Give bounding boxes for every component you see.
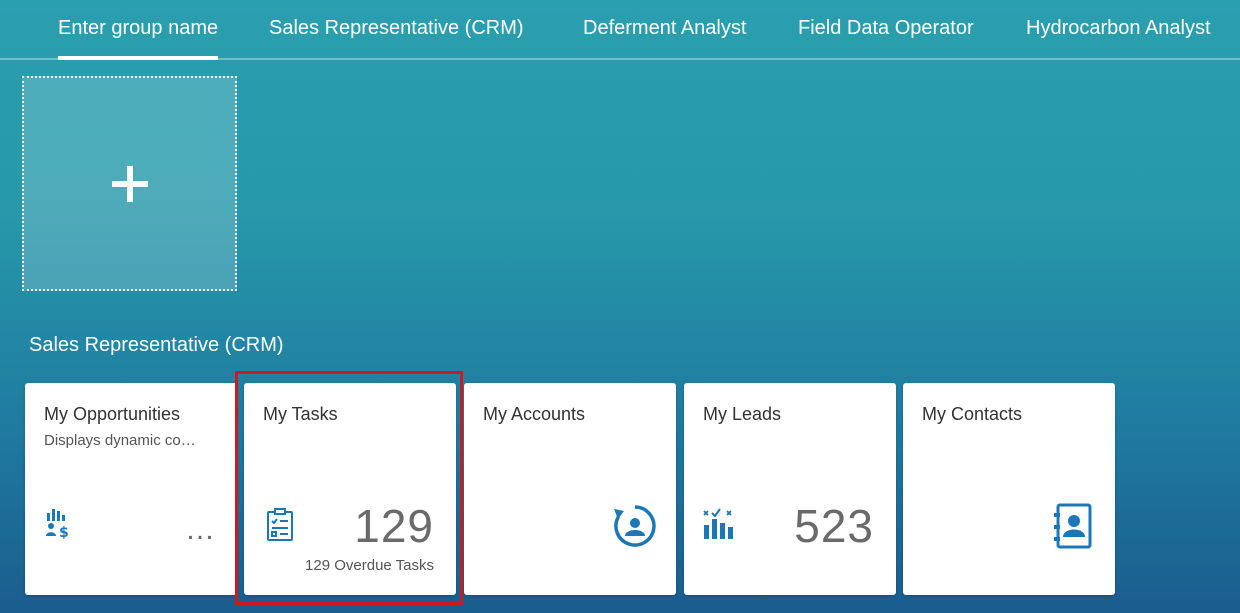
group-tab-bar: Enter group name Sales Representative (C… <box>0 0 1240 60</box>
tile-title: My Accounts <box>483 404 586 424</box>
tile-my-accounts[interactable]: My Accounts <box>464 383 676 595</box>
tile-title: My Opportunities <box>44 404 181 424</box>
tab-label: Field Data Operator <box>798 17 974 39</box>
leads-chart-icon <box>703 508 733 539</box>
tab-sales-representative[interactable]: Sales Representative (CRM) <box>269 14 524 60</box>
tab-label: Sales Representative (CRM) <box>269 17 524 39</box>
plus-icon <box>111 165 148 202</box>
tile-title: My Contacts <box>922 404 1023 424</box>
tab-label: Hydrocarbon Analyst <box>1026 17 1211 39</box>
add-tile-button[interactable] <box>22 76 237 291</box>
tile-subtitle: Displays dynamic co… <box>44 432 196 449</box>
leads-count: 523 <box>794 500 874 552</box>
tab-hydrocarbon-analyst[interactable]: Hydrocarbon Analyst <box>1026 14 1211 60</box>
group-title: Sales Representative (CRM) <box>29 334 284 356</box>
tab-enter-group-name[interactable]: Enter group name <box>58 14 219 60</box>
tile-footer: 129 Overdue Tasks <box>305 557 434 574</box>
tab-label: Enter group name <box>58 17 219 39</box>
tile-my-leads[interactable]: My Leads 523 <box>684 383 896 595</box>
loading-ellipsis: … <box>185 513 217 546</box>
tile-my-tasks[interactable]: My Tasks 129 129 Overdue Tasks <box>244 383 456 595</box>
tab-deferment-analyst[interactable]: Deferment Analyst <box>583 14 746 60</box>
svg-text:$: $ <box>59 525 69 539</box>
opportunity-icon: $ <box>46 509 69 539</box>
tab-field-data-operator[interactable]: Field Data Operator <box>798 14 974 60</box>
task-count: 129 <box>354 500 434 552</box>
tile-title: My Leads <box>703 404 782 424</box>
contacts-book-icon <box>1054 503 1092 549</box>
account-refresh-icon <box>614 505 656 547</box>
tile-title: My Tasks <box>263 404 338 424</box>
tab-label: Deferment Analyst <box>583 17 747 39</box>
tile-my-opportunities[interactable]: My Opportunities Displays dynamic co… $ … <box>25 383 237 595</box>
task-icon <box>267 508 293 541</box>
tile-my-contacts[interactable]: My Contacts <box>903 383 1115 595</box>
